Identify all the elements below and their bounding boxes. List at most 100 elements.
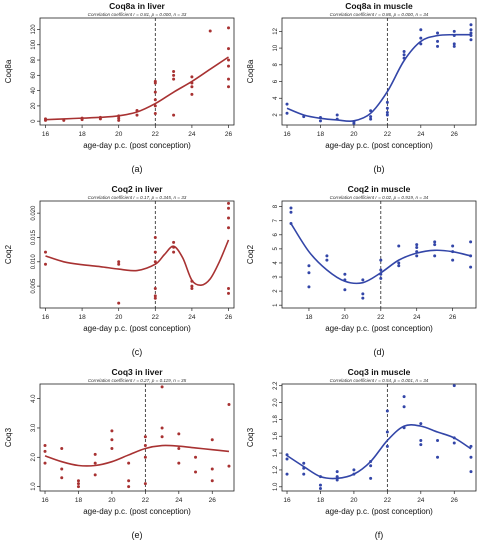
x-tick-label: 16 [42,314,50,321]
data-point [153,260,157,264]
y-tick-label: 0.005 [31,278,37,294]
x-tick-label: 24 [417,131,425,138]
data-point [415,243,419,247]
data-point [208,29,212,33]
x-tick-label: 22 [142,497,150,504]
data-point [60,467,64,471]
data-point [190,287,194,291]
y-tick-label: 1.8 [273,415,279,424]
x-tick-label: 18 [78,131,86,138]
data-point [318,119,322,123]
data-point [117,301,121,305]
y-tick-label: 2.0 [31,452,37,461]
x-tick-label: 24 [188,314,196,321]
data-point [43,262,47,266]
fit-curve [290,223,471,285]
x-axis-label: age-day p.c. (post conception) [325,141,433,150]
x-tick-label: 26 [209,497,217,504]
data-point [452,441,456,445]
data-point [335,478,339,482]
data-point [60,446,64,450]
data-point [153,79,157,83]
data-point [172,77,176,81]
data-point [335,113,339,117]
data-point [117,260,121,264]
data-point [190,75,194,79]
data-point [93,461,97,465]
data-point [60,476,64,480]
x-tick-label: 18 [317,131,325,138]
y-tick-label: 2.0 [273,398,279,407]
x-tick-label: 22 [384,131,392,138]
data-point [172,70,176,73]
y-axis-label: Coq3 [246,427,255,447]
data-point [135,113,139,117]
x-tick-label: 26 [449,314,457,321]
chart-subtitle: Correlation coefficient r = 0.02, p = 0.… [330,195,429,200]
y-tick-label: 6 [273,232,279,236]
data-point [227,216,231,220]
data-point [227,85,231,89]
data-point [143,455,147,459]
fit-curve [286,33,471,123]
data-point [153,250,157,254]
panel-label: (b) [374,164,385,174]
data-point [402,49,406,53]
data-point [385,113,389,117]
data-point [452,42,456,46]
fit-curve [286,424,472,480]
data-point [325,254,329,258]
y-axis-label: Coq8a [246,59,255,83]
data-point [343,288,347,292]
x-tick-label: 20 [350,497,358,504]
data-point [127,485,131,489]
data-point [289,210,293,214]
data-point [302,461,306,465]
data-point [127,461,131,465]
x-tick-label: 24 [188,131,196,138]
y-tick-label: 1.2 [273,465,279,474]
data-point [352,468,356,472]
data-point [369,115,373,119]
data-point [419,422,423,426]
data-point [143,482,147,486]
data-point [285,102,289,106]
data-point [76,479,80,483]
data-point [419,443,423,447]
y-tick-label: 4 [273,261,279,265]
x-tick-label: 16 [283,497,291,504]
data-point [469,23,473,27]
data-point [110,429,114,433]
x-tick-label: 22 [152,131,160,138]
data-point [43,461,47,465]
x-tick-label: 20 [115,131,123,138]
x-tick-label: 16 [41,497,49,504]
data-point [172,73,176,77]
x-tick-label: 26 [451,131,459,138]
data-point [397,261,401,265]
data-point [227,206,231,210]
x-tick-label: 18 [305,314,313,321]
data-point [172,113,176,117]
data-point [227,287,231,291]
fit-curve [44,444,230,467]
data-point [451,244,455,248]
y-tick-label: 7 [273,218,279,222]
data-point [385,430,389,434]
data-point [285,457,289,461]
x-axis-label: age-day p.c. (post conception) [325,507,433,516]
chart-title: Coq2 in liver [111,184,163,194]
data-point [160,435,164,439]
data-point [419,28,423,32]
data-point [153,90,157,94]
chart-subtitle: Correlation coefficient r = 0.54, p = 0.… [330,378,429,383]
plot-frame [281,200,477,309]
data-point [385,100,389,104]
panel-label: (e) [132,530,143,540]
data-point [307,285,311,289]
data-point [307,271,311,275]
y-tick-label: 3.0 [31,423,37,432]
data-point [469,38,473,42]
